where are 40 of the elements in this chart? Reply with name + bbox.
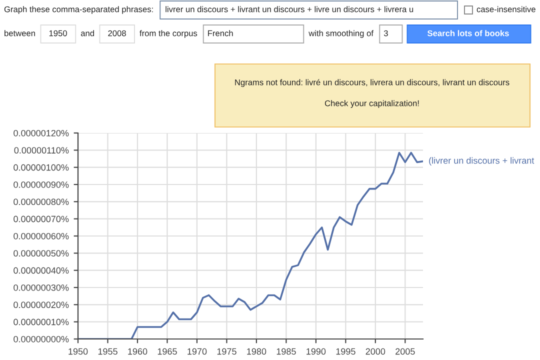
y-tick-label: 0.00000080%	[14, 198, 69, 206]
x-tick-label: 1960	[128, 348, 148, 355]
text: French	[208, 30, 233, 36]
y-tick-label: 0.00000120%	[14, 130, 69, 136]
text: Graph these comma-separated phrases:	[4, 6, 153, 14]
x-tick-label: 2000	[366, 348, 386, 355]
text: with smoothing of	[308, 30, 374, 38]
y-tick-label: 0.00000010%	[14, 318, 69, 326]
y-tick-label: 0.00000050%	[14, 250, 69, 257]
text: livrer un discours + livrant un discours + livre un discours + livrera u	[166, 6, 414, 12]
x-tick-label: 1975	[217, 348, 236, 355]
x-tick-label: 1995	[336, 348, 356, 355]
text: Search lots of books	[427, 30, 509, 36]
y-tick-label: 0.00000020%	[14, 302, 69, 308]
y-tick-label: 0.00000070%	[14, 216, 69, 222]
x-tick-label: 2005	[396, 348, 415, 355]
x-tick-label: 1985	[276, 348, 296, 355]
text: from the corpus	[140, 30, 198, 38]
text: 2008	[108, 30, 126, 36]
y-tick-label: 0.00000060%	[14, 232, 69, 240]
x-tick-label: 1950	[68, 348, 88, 355]
y-tick-label: 0.00000110%	[14, 147, 69, 154]
text: case-insensitive	[476, 6, 536, 12]
x-tick-label: 1970	[188, 348, 207, 355]
x-tick-label: 1980	[247, 348, 266, 355]
text: Ngrams not found: livré un discours, livrera un discours, livrant un discours	[235, 79, 510, 87]
text: between	[4, 30, 35, 36]
text: Check your capitalization!	[324, 100, 419, 108]
x-tick-label: 1990	[306, 348, 326, 355]
y-tick-label: 0.00000030%	[14, 284, 69, 291]
y-tick-label: 0.00000100%	[14, 164, 69, 171]
text: 1950	[49, 30, 67, 36]
text: 3	[384, 30, 388, 36]
series-label: (livrer un discours + livrant	[429, 157, 534, 166]
text: and	[80, 30, 94, 36]
y-tick-label: 0.00000000%	[14, 336, 69, 342]
y-tick-label: 0.00000040%	[14, 267, 69, 274]
x-tick-label: 1955	[98, 348, 118, 355]
x-tick-label: 1965	[158, 348, 177, 355]
y-tick-label: 0.00000090%	[14, 181, 69, 188]
